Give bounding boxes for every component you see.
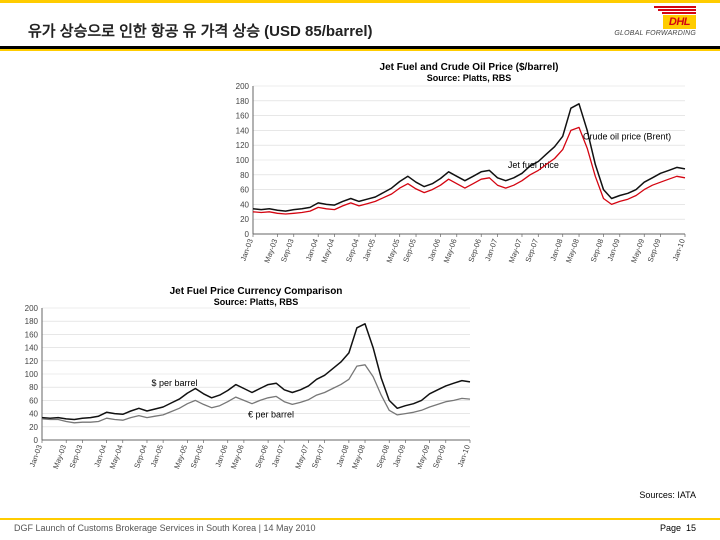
svg-text:May-06: May-06 xyxy=(442,238,459,265)
footer-page-indicator: Page 15 xyxy=(660,523,696,533)
logo-speed-lines xyxy=(654,6,696,14)
svg-text:May-04: May-04 xyxy=(108,444,125,471)
sources-note: Sources: IATA xyxy=(639,490,696,500)
svg-text:Jan-06: Jan-06 xyxy=(213,444,229,469)
svg-text:Jan-10: Jan-10 xyxy=(671,238,687,263)
svg-text:120: 120 xyxy=(25,357,39,366)
logo-text: DHL xyxy=(663,15,696,29)
svg-text:May-04: May-04 xyxy=(319,238,336,265)
svg-text:140: 140 xyxy=(25,344,39,353)
svg-text:Jan-04: Jan-04 xyxy=(92,444,108,469)
svg-text:Jan-05: Jan-05 xyxy=(149,444,165,469)
svg-text:60: 60 xyxy=(240,186,249,195)
svg-text:Jan-05: Jan-05 xyxy=(361,238,377,263)
footer-page-number: 15 xyxy=(686,523,696,533)
svg-text:Crude oil price (Brent): Crude oil price (Brent) xyxy=(583,131,671,141)
svg-text:Sep-07: Sep-07 xyxy=(523,238,540,264)
svg-text:Source: Platts, RBS: Source: Platts, RBS xyxy=(427,73,512,83)
svg-text:Sep-03: Sep-03 xyxy=(68,444,85,470)
svg-text:Sep-05: Sep-05 xyxy=(401,238,418,264)
svg-text:Source: Platts, RBS: Source: Platts, RBS xyxy=(214,297,299,307)
svg-text:Sep-09: Sep-09 xyxy=(431,444,448,470)
svg-text:160: 160 xyxy=(236,112,250,121)
svg-text:Jan-07: Jan-07 xyxy=(270,444,286,469)
dhl-logo: DHL GLOBAL FORWARDING xyxy=(614,6,696,37)
svg-text:May-09: May-09 xyxy=(414,444,431,471)
svg-text:Jet Fuel Price Currency Compar: Jet Fuel Price Currency Comparison xyxy=(170,286,343,297)
svg-text:Jan-08: Jan-08 xyxy=(334,444,350,469)
svg-text:100: 100 xyxy=(25,370,39,379)
svg-text:160: 160 xyxy=(25,330,39,339)
svg-text:Jan-07: Jan-07 xyxy=(483,238,499,263)
chart-jetfuel-crude: Jet Fuel and Crude Oil Price ($/barrel)S… xyxy=(215,60,695,280)
svg-text:40: 40 xyxy=(29,410,38,419)
svg-text:Jan-06: Jan-06 xyxy=(426,238,442,263)
header-accent-top xyxy=(0,0,720,3)
svg-text:200: 200 xyxy=(25,304,39,313)
footer-page-prefix: Page xyxy=(660,523,681,533)
svg-text:May-03: May-03 xyxy=(262,238,279,265)
svg-text:Sep-04: Sep-04 xyxy=(344,238,361,264)
svg-text:May-05: May-05 xyxy=(385,238,402,265)
svg-text:Sep-09: Sep-09 xyxy=(646,238,663,264)
svg-text:Sep-03: Sep-03 xyxy=(279,238,296,264)
svg-text:May-09: May-09 xyxy=(629,238,646,265)
svg-text:Jan-03: Jan-03 xyxy=(239,238,255,263)
header-rule-yellow xyxy=(0,49,720,51)
svg-text:100: 100 xyxy=(236,156,250,165)
svg-text:Jan-09: Jan-09 xyxy=(605,238,621,263)
svg-text:€ per barrel: € per barrel xyxy=(248,410,294,420)
svg-text:May-08: May-08 xyxy=(350,444,367,471)
logo-subtitle: GLOBAL FORWARDING xyxy=(614,30,696,37)
svg-text:Jan-09: Jan-09 xyxy=(391,444,407,469)
svg-text:20: 20 xyxy=(29,423,38,432)
svg-text:Sep-08: Sep-08 xyxy=(374,444,391,470)
svg-text:Sep-08: Sep-08 xyxy=(589,238,606,264)
svg-text:Sep-06: Sep-06 xyxy=(466,238,483,264)
svg-text:May-07: May-07 xyxy=(507,238,524,265)
svg-text:Sep-07: Sep-07 xyxy=(310,444,327,470)
page-title: 유가 상승으로 인한 항공 유 가격 상승 (USD 85/barrel) xyxy=(28,20,373,41)
charts-region: Jet Fuel and Crude Oil Price ($/barrel)S… xyxy=(0,58,720,488)
svg-text:Jet Fuel and Crude Oil Price (: Jet Fuel and Crude Oil Price ($/barrel) xyxy=(380,62,559,73)
svg-text:Sep-04: Sep-04 xyxy=(132,444,149,470)
svg-text:80: 80 xyxy=(29,383,38,392)
svg-text:$ per barrel: $ per barrel xyxy=(152,378,198,388)
svg-text:May-03: May-03 xyxy=(51,444,68,471)
svg-text:80: 80 xyxy=(240,171,249,180)
svg-text:200: 200 xyxy=(236,82,250,91)
svg-text:180: 180 xyxy=(236,97,250,106)
svg-text:120: 120 xyxy=(236,141,250,150)
footer-left-text: DGF Launch of Customs Brokerage Services… xyxy=(14,523,316,533)
header: DHL GLOBAL FORWARDING 유가 상승으로 인한 항공 유 가격… xyxy=(0,0,720,50)
svg-text:Sep-05: Sep-05 xyxy=(189,444,206,470)
svg-text:180: 180 xyxy=(25,317,39,326)
svg-text:0: 0 xyxy=(34,436,39,445)
svg-text:Sep-06: Sep-06 xyxy=(253,444,270,470)
svg-text:140: 140 xyxy=(236,126,250,135)
svg-text:May-06: May-06 xyxy=(229,444,246,471)
svg-text:May-05: May-05 xyxy=(172,444,189,471)
chart-currency-comparison: Jet Fuel Price Currency ComparisonSource… xyxy=(8,284,478,484)
svg-text:20: 20 xyxy=(240,215,249,224)
svg-text:Jan-03: Jan-03 xyxy=(28,444,44,469)
svg-text:Jan-04: Jan-04 xyxy=(304,238,320,263)
svg-text:May-07: May-07 xyxy=(293,444,310,471)
footer: DGF Launch of Customs Brokerage Services… xyxy=(0,518,720,540)
svg-text:40: 40 xyxy=(240,200,249,209)
svg-text:60: 60 xyxy=(29,396,38,405)
svg-text:May-08: May-08 xyxy=(564,238,581,265)
svg-text:Jan-08: Jan-08 xyxy=(548,238,564,263)
svg-text:0: 0 xyxy=(245,230,250,239)
svg-text:Jan-10: Jan-10 xyxy=(456,444,472,469)
